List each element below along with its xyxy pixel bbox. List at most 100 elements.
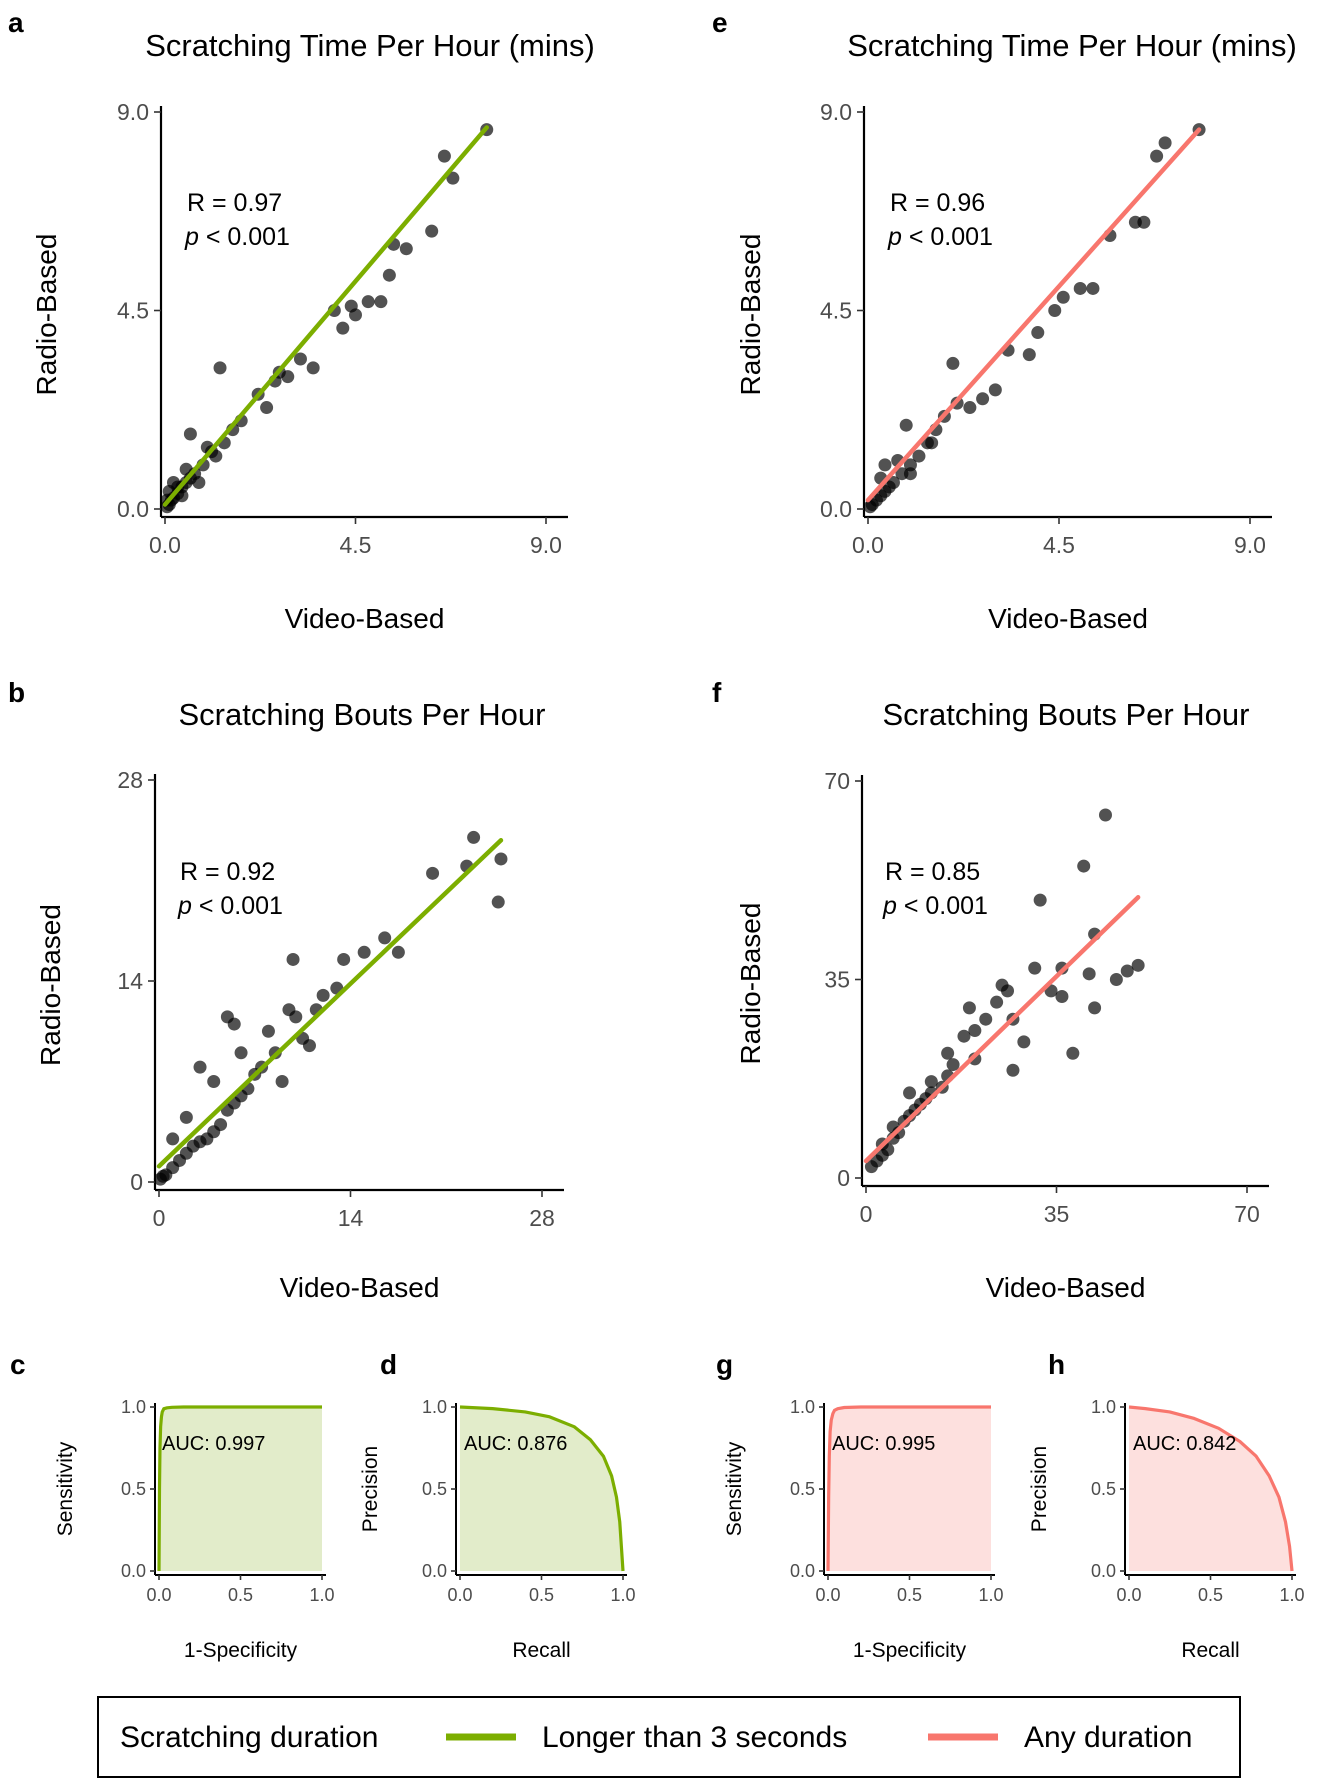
- y-tick-label: 0.0: [117, 496, 149, 522]
- legend-box: [97, 1696, 1241, 1778]
- scatter-points: [160, 123, 494, 514]
- panel-b: b Scratching Bouts Per Hour 0 14 28 0 14 28 Vide…: [8, 677, 564, 1303]
- panel-g: g 0.0 0.5 1.0 0.0 0.5 1.0 1-Specificity Sensitiv…: [716, 1349, 1004, 1662]
- chart-title: Scratching Bouts Per Hour: [178, 697, 545, 732]
- y-axis-title: Radio-Based: [35, 904, 66, 1066]
- auc-area: [828, 1407, 991, 1571]
- x-tick-label: 1.0: [1279, 1585, 1304, 1605]
- chart-title: Scratching Time Per Hour (mins): [847, 28, 1297, 63]
- data-point: [912, 449, 926, 463]
- x-tick-label: 35: [1044, 1201, 1070, 1227]
- data-point: [491, 895, 505, 909]
- data-point: [1088, 1001, 1102, 1015]
- data-point: [1028, 961, 1042, 975]
- y-tick-label: 1.0: [121, 1397, 146, 1417]
- y-tick-label: 1.0: [790, 1397, 815, 1417]
- data-point: [425, 224, 439, 238]
- data-point: [957, 1029, 971, 1043]
- data-point: [446, 171, 460, 185]
- curve-line: [1128, 1405, 1294, 1572]
- panel-letter-f: f: [712, 677, 722, 708]
- data-point: [382, 268, 396, 282]
- r-annotation: R = 0.96: [890, 189, 985, 217]
- fit-line: [865, 127, 1202, 503]
- x-tick-label: 0: [153, 1205, 166, 1231]
- panel-d: d 0.0 0.5 1.0 0.0 0.5 1.0 Recall Precision AUC: 0…: [359, 1349, 636, 1662]
- p-annotation-italic: p: [177, 892, 192, 920]
- x-tick-label: 0.0: [149, 532, 181, 558]
- data-point: [361, 295, 375, 309]
- x-axis-title: Video-Based: [988, 603, 1148, 634]
- data-point: [963, 401, 977, 415]
- y-tick-label: 0.5: [790, 1479, 815, 1499]
- data-point: [925, 436, 939, 450]
- r-annotation: R = 0.85: [885, 858, 980, 886]
- p-annotation-rest: < 0.001: [897, 892, 988, 920]
- panel-h: h 0.0 0.5 1.0 0.0 0.5 1.0 Recall Precision AUC: 0…: [1028, 1349, 1305, 1662]
- data-point: [946, 356, 960, 370]
- p-annotation-rest: < 0.001: [192, 892, 283, 920]
- auc-area: [460, 1407, 623, 1571]
- curve-line: [459, 1405, 625, 1572]
- data-point: [260, 401, 274, 415]
- x-tick-label: 28: [529, 1205, 555, 1231]
- data-point: [261, 1024, 275, 1038]
- panel-letter-d: d: [380, 1349, 397, 1380]
- data-point: [1006, 1063, 1020, 1077]
- panel-letter-b: b: [8, 677, 25, 708]
- data-point: [166, 1132, 180, 1146]
- panel-f: f Scratching Bouts Per Hour 0 35 70 0 35 70 Vide…: [712, 677, 1269, 1303]
- fit-line: [162, 125, 489, 507]
- data-point: [374, 295, 388, 309]
- y-tick-label: 0.5: [121, 1479, 146, 1499]
- x-tick-label: 0.0: [447, 1585, 472, 1605]
- p-annotation: p < 0.001: [882, 892, 988, 920]
- x-axis-title: 1-Specificity: [853, 1639, 967, 1662]
- data-point: [207, 1075, 221, 1088]
- data-point: [306, 361, 320, 375]
- y-axis-title: Radio-Based: [735, 234, 766, 396]
- data-point: [1056, 290, 1070, 304]
- data-point: [316, 988, 330, 1002]
- x-tick-label: 9.0: [530, 532, 562, 558]
- data-point: [990, 995, 1004, 1009]
- data-point: [437, 149, 451, 163]
- data-point: [1131, 958, 1145, 972]
- data-point: [227, 1017, 241, 1031]
- curve-line: [826, 1405, 991, 1572]
- data-point: [903, 1086, 917, 1100]
- data-point: [494, 852, 508, 866]
- data-point: [179, 1110, 193, 1124]
- auc-area: [1129, 1407, 1292, 1571]
- data-point: [946, 1058, 960, 1072]
- y-axis-title: Precision: [359, 1446, 382, 1532]
- panel-letter-h: h: [1048, 1349, 1065, 1380]
- data-point: [153, 1172, 167, 1186]
- x-tick-label: 9.0: [1234, 532, 1266, 558]
- data-point: [1077, 859, 1091, 873]
- p-annotation: p < 0.001: [177, 892, 283, 920]
- data-point: [864, 1160, 878, 1174]
- data-point: [302, 1039, 316, 1053]
- chart-title: Scratching Time Per Hour (mins): [145, 28, 595, 63]
- x-tick-label: 0.5: [1198, 1585, 1223, 1605]
- data-point: [899, 418, 913, 432]
- panel-e: e Scratching Time Per Hour (mins) 0.0 4.5 9.…: [712, 7, 1297, 634]
- y-tick-label: 0: [837, 1165, 850, 1191]
- panel-letter-a: a: [8, 7, 24, 38]
- r-annotation: R = 0.97: [187, 189, 282, 217]
- legend-title: Scratching duration: [120, 1721, 379, 1754]
- data-point: [1098, 808, 1112, 822]
- panel-letter-e: e: [712, 7, 728, 38]
- y-tick-label: 1.0: [422, 1397, 447, 1417]
- x-tick-label: 0: [860, 1201, 873, 1227]
- data-point: [976, 392, 990, 406]
- fit-line: [156, 838, 504, 1169]
- y-tick-label: 9.0: [117, 99, 149, 125]
- x-tick-label: 1.0: [610, 1585, 635, 1605]
- legend-label-longer: Longer than 3 seconds: [542, 1721, 847, 1754]
- y-tick-label: 0.0: [790, 1561, 815, 1581]
- y-tick-label: 28: [117, 767, 143, 793]
- auc-label: AUC: 0.876: [464, 1433, 567, 1455]
